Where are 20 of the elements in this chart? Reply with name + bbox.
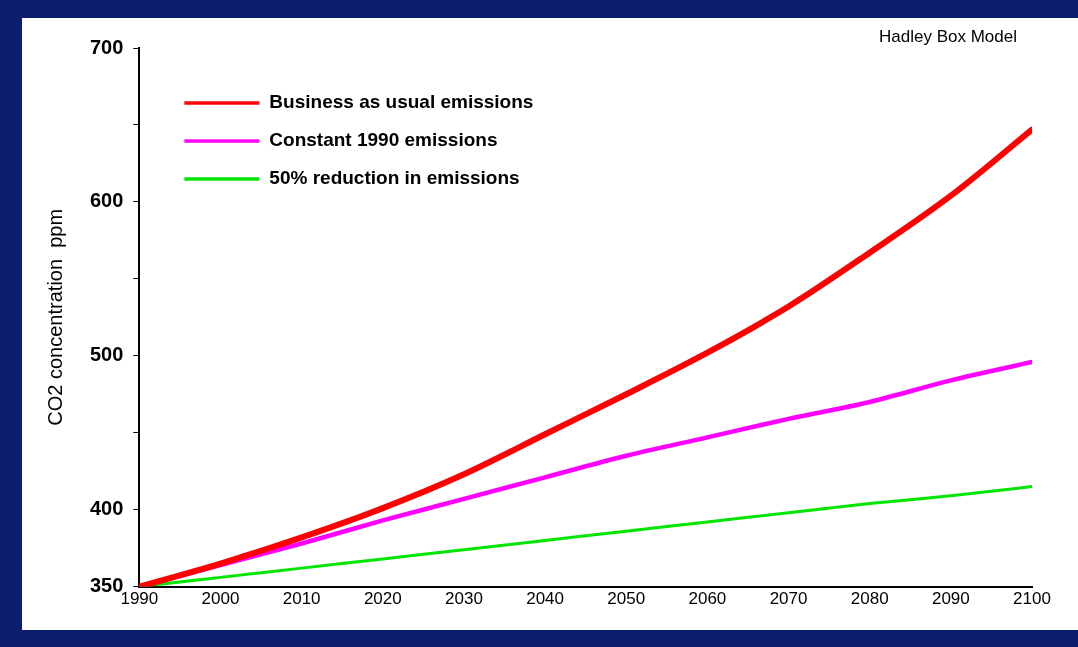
x-tick-label: 2090 bbox=[931, 589, 970, 609]
legend-label: 50% reduction in emissions bbox=[269, 167, 520, 189]
x-tick-label: 2020 bbox=[363, 589, 402, 609]
y-tick-label: 600 bbox=[89, 189, 124, 212]
x-tick-label: 2050 bbox=[607, 589, 646, 609]
x-tick-label: 2080 bbox=[850, 589, 889, 609]
x-tick-label: 2070 bbox=[769, 589, 808, 609]
y-tick-label: 500 bbox=[89, 343, 124, 366]
x-tick-label: 2010 bbox=[282, 589, 321, 609]
x-tick-label: 2040 bbox=[526, 589, 565, 609]
y-tick-label: 700 bbox=[89, 35, 124, 58]
text: Hadley Box Model bbox=[879, 27, 1017, 47]
legend-label: Business as usual emissions bbox=[269, 91, 534, 113]
x-tick-label: 2000 bbox=[201, 589, 240, 609]
legend-label: Constant 1990 emissions bbox=[269, 129, 498, 151]
x-tick-label: 2100 bbox=[1013, 589, 1051, 609]
x-tick-label: 2060 bbox=[688, 589, 727, 609]
y-tick-label: 400 bbox=[89, 497, 124, 520]
y-axis-title: CO2 concentration ppm bbox=[43, 208, 66, 426]
x-tick-label: 2030 bbox=[445, 589, 483, 609]
